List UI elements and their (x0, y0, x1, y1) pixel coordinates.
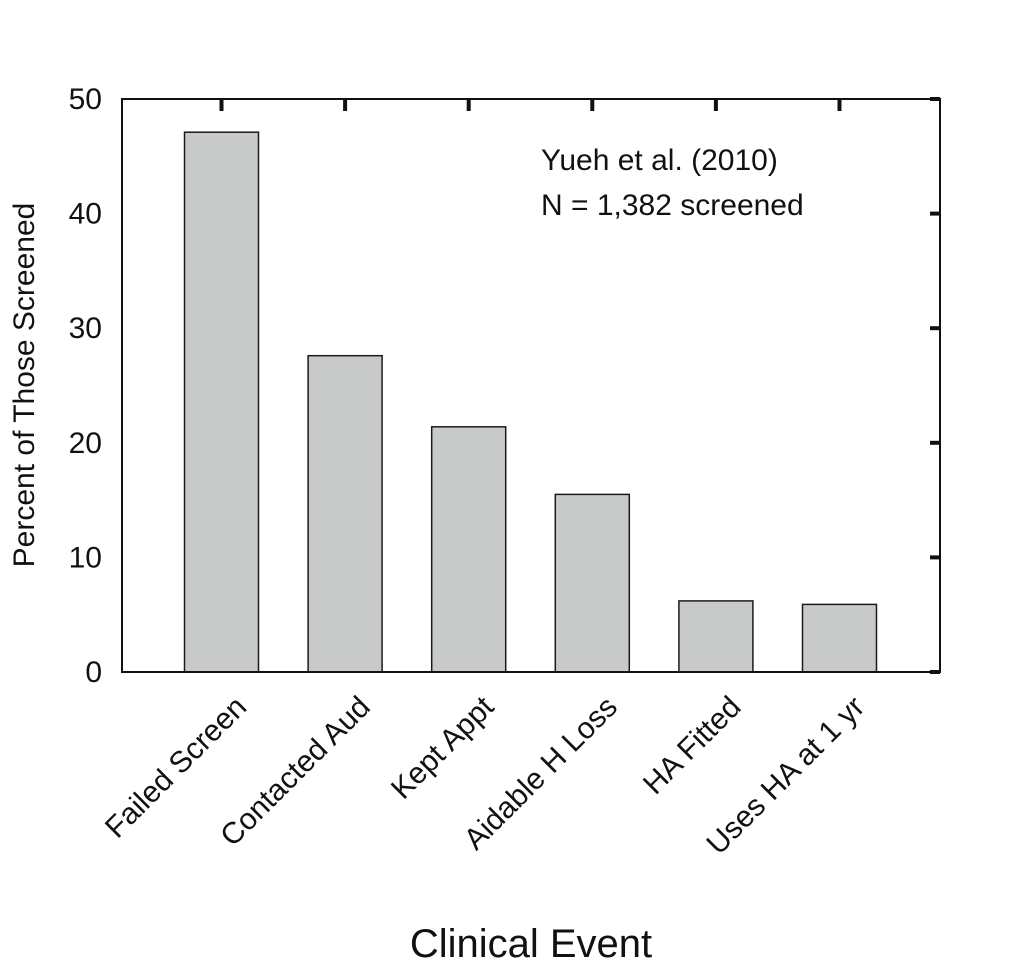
y-tick-label: 0 (85, 656, 102, 689)
bar (678, 600, 754, 673)
annotation-line-1: Yueh et al. (2010) (541, 144, 778, 177)
y-tick-label: 50 (69, 83, 102, 116)
x-axis-label: Clinical Event (410, 922, 652, 966)
y-tick-label: 40 (69, 198, 102, 231)
y-tick-label: 10 (69, 541, 102, 574)
y-tick-labels: 0 10 20 30 40 50 (69, 83, 102, 689)
x-tick-label: HA Fitted (637, 690, 748, 801)
ticks-layer (219, 97, 940, 674)
bar (430, 426, 507, 673)
y-tick-label: 30 (69, 312, 102, 345)
y-tick-label: 20 (69, 427, 102, 460)
bar (554, 493, 631, 673)
bars-layer (183, 131, 878, 673)
x-tick-label: Kept Appt (385, 690, 501, 806)
annotation-line-2: N = 1,382 screened (541, 189, 804, 222)
bar (801, 603, 878, 673)
bar (307, 354, 383, 673)
bar (183, 131, 260, 673)
plot-frame (121, 98, 941, 673)
y-axis-label: Percent of Those Screened (8, 203, 41, 568)
